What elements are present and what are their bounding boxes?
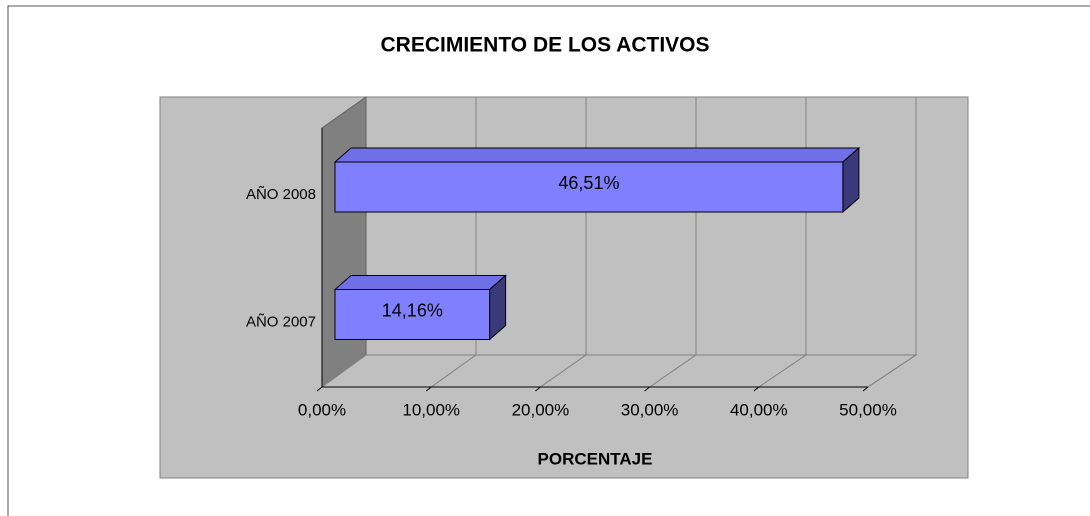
bar bbox=[334, 161, 844, 213]
tick-mark bbox=[862, 386, 869, 392]
tick-mark bbox=[535, 386, 541, 392]
tick-mark bbox=[753, 386, 760, 392]
floor bbox=[320, 354, 918, 388]
grid-line bbox=[540, 354, 587, 388]
grid-line bbox=[649, 354, 697, 388]
data-label: 46,51% bbox=[558, 173, 619, 193]
x-tick-label: 50,00% bbox=[839, 400, 897, 419]
bar-top bbox=[333, 147, 861, 163]
x-tick-label: 10,00% bbox=[402, 400, 460, 419]
tick-mark bbox=[425, 386, 432, 392]
x-axis-label: PORCENTAJE bbox=[538, 449, 653, 468]
chart-title: CRECIMIENTO DE LOS ACTIVOS bbox=[380, 34, 709, 57]
grid-line bbox=[758, 354, 807, 388]
tick-mark bbox=[644, 386, 650, 392]
x-tick-label: 20,00% bbox=[512, 400, 570, 419]
bar-top bbox=[333, 275, 507, 290]
x-tick-label: 30,00% bbox=[621, 400, 679, 419]
y-tick-label: AÑO 2008 bbox=[246, 186, 316, 203]
frame bbox=[7, 5, 1090, 516]
grid-line bbox=[867, 354, 917, 388]
data-label: 14,16% bbox=[382, 300, 443, 320]
side-wall bbox=[321, 96, 367, 388]
x-tick-label: 0,00% bbox=[298, 400, 346, 419]
tick-mark bbox=[316, 386, 323, 392]
y-tick-label: AÑO 2007 bbox=[246, 313, 316, 330]
bar bbox=[334, 289, 491, 340]
x-tick-label: 40,00% bbox=[730, 400, 788, 419]
grid-line bbox=[430, 354, 477, 388]
